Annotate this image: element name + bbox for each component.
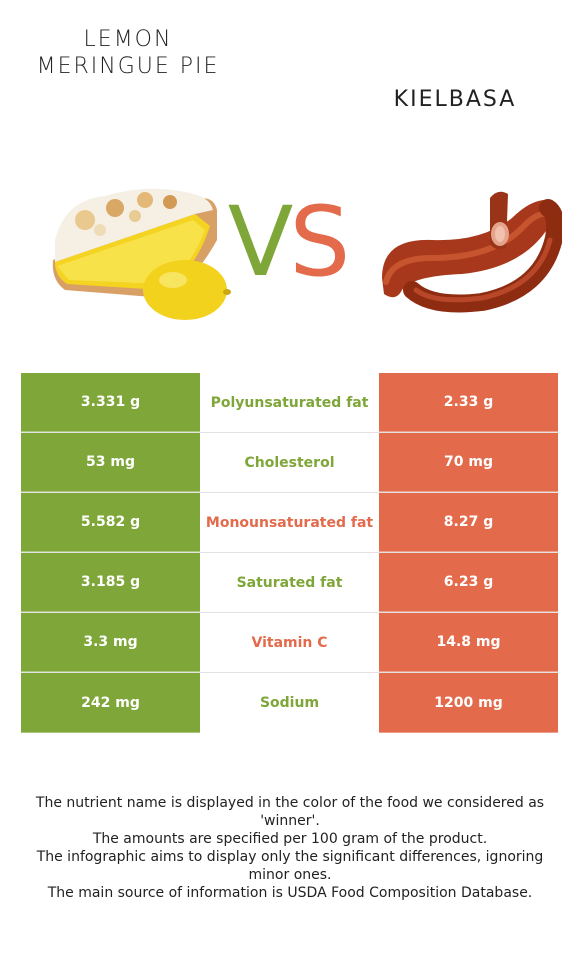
comparison-table: 3.331 g Polyunsaturated fat 2.33 g 53 mg… bbox=[21, 373, 558, 733]
vs-label: VS bbox=[222, 192, 352, 292]
table-row: 53 mg Cholesterol 70 mg bbox=[21, 433, 558, 493]
table-row: 3.185 g Saturated fat 6.23 g bbox=[21, 553, 558, 613]
right-food-title: KIELBASA bbox=[393, 87, 517, 112]
nutrient-name: Saturated fat bbox=[200, 553, 379, 612]
left-value: 242 mg bbox=[21, 673, 200, 733]
table-row: 5.582 g Monounsaturated fat 8.27 g bbox=[21, 493, 558, 553]
footnote-line: The main source of information is USDA F… bbox=[47, 885, 533, 901]
kielbasa-image bbox=[382, 191, 562, 313]
footnote-line: The amounts are specified per 100 gram o… bbox=[92, 831, 488, 847]
table-row: 3.3 mg Vitamin C 14.8 mg bbox=[21, 613, 558, 673]
nutrient-name: Monounsaturated fat bbox=[200, 493, 379, 552]
lemon-meringue-pie-image bbox=[52, 188, 231, 320]
footnote: The nutrient name is displayed in the co… bbox=[16, 794, 564, 902]
nutrient-name: Vitamin C bbox=[200, 613, 379, 672]
left-value: 53 mg bbox=[21, 433, 200, 492]
left-value: 3.3 mg bbox=[21, 613, 200, 672]
right-value: 8.27 g bbox=[379, 493, 558, 552]
nutrient-name: Sodium bbox=[200, 673, 379, 733]
right-value: 70 mg bbox=[379, 433, 558, 492]
right-value: 14.8 mg bbox=[379, 613, 558, 672]
vs-s: S bbox=[289, 186, 350, 298]
right-value: 6.23 g bbox=[379, 553, 558, 612]
right-value: 1200 mg bbox=[379, 673, 558, 733]
left-food-title: LEMON MERINGUE PIE bbox=[36, 27, 220, 79]
left-value: 3.331 g bbox=[21, 373, 200, 432]
left-value: 5.582 g bbox=[21, 493, 200, 552]
nutrient-name: Polyunsaturated fat bbox=[200, 373, 379, 432]
nutrient-name: Cholesterol bbox=[200, 433, 379, 492]
vs-v: V bbox=[227, 186, 294, 298]
table-row: 3.331 g Polyunsaturated fat 2.33 g bbox=[21, 373, 558, 433]
left-value: 3.185 g bbox=[21, 553, 200, 612]
right-value: 2.33 g bbox=[379, 373, 558, 432]
footnote-line: The infographic aims to display only the… bbox=[36, 849, 544, 883]
footnote-line: The nutrient name is displayed in the co… bbox=[35, 795, 545, 829]
table-row: 242 mg Sodium 1200 mg bbox=[21, 673, 558, 733]
